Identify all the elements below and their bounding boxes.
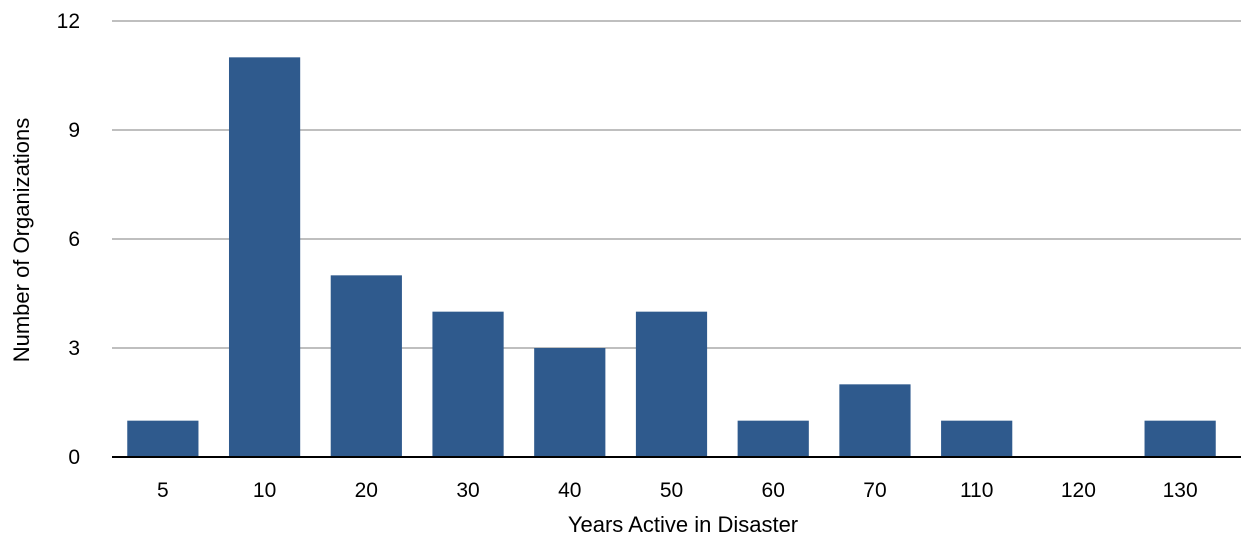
x-tick-label: 60 xyxy=(762,479,785,502)
bar xyxy=(127,420,199,457)
bar xyxy=(737,420,809,457)
x-tick-label: 5 xyxy=(157,479,169,502)
y-tick-label: 0 xyxy=(68,446,80,469)
x-tick-label: 40 xyxy=(558,479,581,502)
x-tick-label: 120 xyxy=(1061,479,1096,502)
x-tick-label: 20 xyxy=(355,479,378,502)
bar xyxy=(839,384,911,457)
y-tick-label: 3 xyxy=(68,337,80,360)
x-tick-label: 70 xyxy=(863,479,886,502)
y-axis-title: Number of Organizations xyxy=(9,118,34,363)
bar xyxy=(635,311,708,457)
x-axis-title: Years Active in Disaster xyxy=(568,512,798,537)
bar xyxy=(330,275,402,457)
axes: 0 3 6 9 12 5 10 20 30 40 50 60 70 110 120 130 xyxy=(57,10,1241,502)
y-tick-label: 12 xyxy=(57,10,80,33)
x-tick-label: 10 xyxy=(253,479,276,502)
y-tick-label: 6 xyxy=(68,228,80,251)
x-tick-label: 130 xyxy=(1163,479,1198,502)
bar xyxy=(534,348,606,457)
bar xyxy=(228,57,301,457)
x-tick-label: 110 xyxy=(960,479,993,502)
bar xyxy=(432,311,504,457)
bar xyxy=(1144,420,1216,457)
x-tick-label: 50 xyxy=(660,479,683,502)
bars xyxy=(127,57,1216,457)
y-tick-label: 9 xyxy=(68,119,80,142)
x-tick-label: 30 xyxy=(456,479,479,502)
bar xyxy=(941,420,1013,457)
